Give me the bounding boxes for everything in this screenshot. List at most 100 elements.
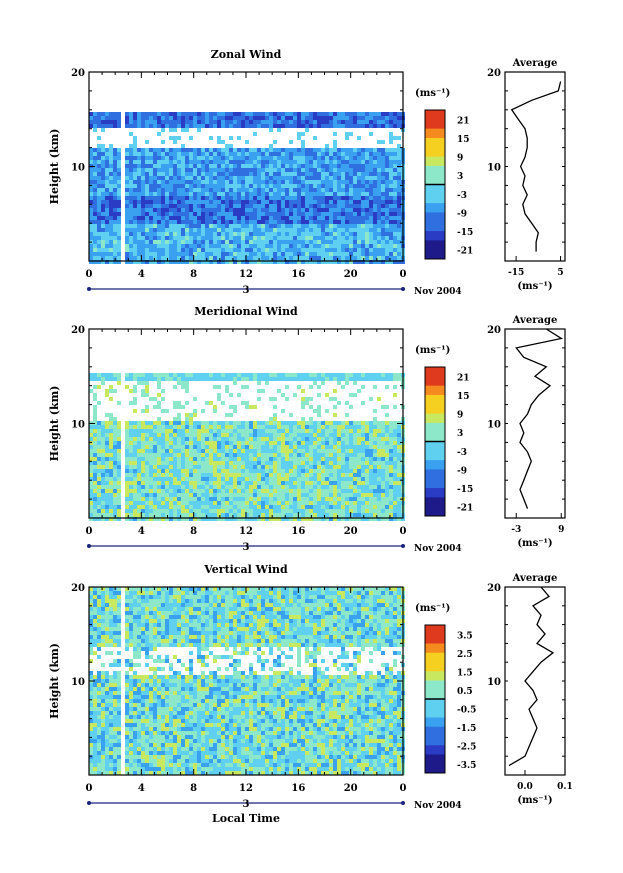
average-x-tick: 9 xyxy=(558,525,564,535)
panel-1: Zonal Wind 20 10 Height (km) 0 4 8 12 16 20 0 3 Nov … xyxy=(48,48,566,297)
colorbar-segment xyxy=(425,367,445,377)
average-panel: Average 20 10 -15 5 (ms⁻¹) xyxy=(487,58,566,292)
colorbar-segment xyxy=(425,240,445,251)
x-tick-label: 0 xyxy=(86,269,93,280)
x-tick-label: 8 xyxy=(190,783,197,794)
panel-3: Vertical Wind 20 10 Height (km) 0 4 8 12 16 20 0 3 N… xyxy=(48,563,573,825)
average-y-tick: 10 xyxy=(487,677,501,688)
colorbar-tick-label: 3.5 xyxy=(457,631,473,641)
y-tick-label: 10 xyxy=(71,677,85,688)
colorbar-tick-label: -2.5 xyxy=(457,742,476,752)
colorbar-segment xyxy=(425,680,445,691)
heatmap-field xyxy=(89,112,405,264)
colorbar-segment xyxy=(425,147,445,158)
colorbar-tick-label: -9 xyxy=(457,466,467,476)
x-tick-label: 0 xyxy=(86,526,93,537)
x-tick-label: 20 xyxy=(344,526,358,537)
colorbar-segment xyxy=(425,422,445,433)
x-tick-label: 4 xyxy=(138,783,145,794)
colorbar-unit: (ms⁻¹) xyxy=(415,88,450,99)
y-tick-label: 20 xyxy=(71,583,85,594)
colorbar-segment xyxy=(425,184,445,195)
colorbar-segment xyxy=(425,394,445,405)
y-tick-label: 20 xyxy=(71,68,85,79)
x-tick-label: 4 xyxy=(138,269,145,280)
colorbar-tick-label: -15 xyxy=(457,228,473,238)
average-title: Average xyxy=(512,315,558,326)
average-y-tick: 20 xyxy=(487,583,501,594)
colorbar-segment xyxy=(425,212,445,223)
x-tick-label: 0 xyxy=(400,269,407,280)
colorbar-tick-label: 1.5 xyxy=(457,668,473,678)
colorbar-segment xyxy=(425,699,445,709)
colorbar-segment xyxy=(425,754,445,765)
colorbar-unit: (ms⁻¹) xyxy=(415,603,450,614)
x-tick-label: 0 xyxy=(400,526,407,537)
panel-2: Meridional Wind 20 10 Height (km) 0 4 8 12 16 20 0… xyxy=(48,305,566,554)
colorbar-tick-label: 15 xyxy=(457,135,470,145)
average-frame xyxy=(504,586,566,776)
average-x-label: (ms⁻¹) xyxy=(517,795,552,806)
colorbar-segment xyxy=(425,625,445,635)
colorbar-segment xyxy=(425,203,445,213)
colorbar: (ms⁻¹) 21 15 9 3 -3 -9 -15 -21 xyxy=(415,345,473,517)
average-x-tick: -15 xyxy=(508,268,524,278)
colorbar-segment xyxy=(425,497,445,508)
average-profile-line xyxy=(508,586,555,767)
colorbar-segment xyxy=(425,689,445,700)
y-axis-label: Height (km) xyxy=(48,643,61,719)
y-axis-label: Height (km) xyxy=(48,129,61,205)
x-tick-label: 0 xyxy=(400,783,407,794)
panel-title: Zonal Wind xyxy=(211,48,282,61)
colorbar-segment xyxy=(425,231,445,241)
colorbar-tick-label: -3.5 xyxy=(457,761,476,771)
panel-title: Vertical Wind xyxy=(203,563,288,576)
x-tick-label: 8 xyxy=(190,526,197,537)
colorbar-tick-label: -21 xyxy=(457,504,473,514)
average-profile-line xyxy=(510,81,562,252)
colorbar-segment xyxy=(425,652,445,663)
average-y-tick: 20 xyxy=(487,68,501,79)
colorbar-tick-label: -3 xyxy=(457,448,467,458)
colorbar: (ms⁻¹) 21 15 9 3 -3 -9 -15 -21 xyxy=(415,88,473,260)
average-frame xyxy=(504,328,566,519)
date-right-label: Nov 2004 xyxy=(414,801,462,811)
x-tick-label: 20 xyxy=(344,269,358,280)
colorbar-tick-label: -0.5 xyxy=(457,705,476,715)
colorbar-segment xyxy=(425,385,445,396)
average-x-tick: -3 xyxy=(511,525,521,535)
average-y-tick: 10 xyxy=(487,420,501,431)
colorbar-tick-label: 21 xyxy=(457,116,470,126)
colorbar-segment xyxy=(425,634,445,644)
heatmap-field xyxy=(89,587,405,775)
colorbar-tick-label: 3 xyxy=(457,172,463,182)
date-label: 3 xyxy=(243,542,250,553)
colorbar-segment xyxy=(425,469,445,480)
colorbar-segment xyxy=(425,717,445,728)
y-axis-label: Height (km) xyxy=(48,386,61,462)
colorbar-segment xyxy=(425,726,445,737)
x-tick-label: 12 xyxy=(239,269,253,280)
heatmap-field xyxy=(89,373,405,521)
colorbar-tick-label: 3 xyxy=(457,429,463,439)
x-tick-label: 16 xyxy=(291,269,305,280)
average-x-tick: 5 xyxy=(557,268,563,278)
x-tick-label: 20 xyxy=(344,783,358,794)
colorbar-segment xyxy=(425,506,445,517)
colorbar-segment xyxy=(425,671,445,681)
colorbar-segment xyxy=(425,662,445,672)
colorbar-segment xyxy=(425,413,445,424)
date-right-label: Nov 2004 xyxy=(414,544,462,554)
average-panel: Average 20 10 0.0 0.1 (ms⁻¹) xyxy=(487,573,573,806)
colorbar-segment xyxy=(425,745,445,755)
colorbar-tick-label: 9 xyxy=(457,154,463,164)
x-tick-label: 12 xyxy=(239,783,253,794)
average-x-label: (ms⁻¹) xyxy=(517,538,552,549)
colorbar-segment xyxy=(425,763,445,774)
colorbar-tick-label: 9 xyxy=(457,411,463,421)
colorbar-segment xyxy=(425,137,445,148)
average-frame xyxy=(504,71,566,262)
average-x-tick: 0.1 xyxy=(557,782,573,792)
average-y-tick: 10 xyxy=(487,163,501,174)
colorbar-tick-label: -21 xyxy=(457,247,473,257)
